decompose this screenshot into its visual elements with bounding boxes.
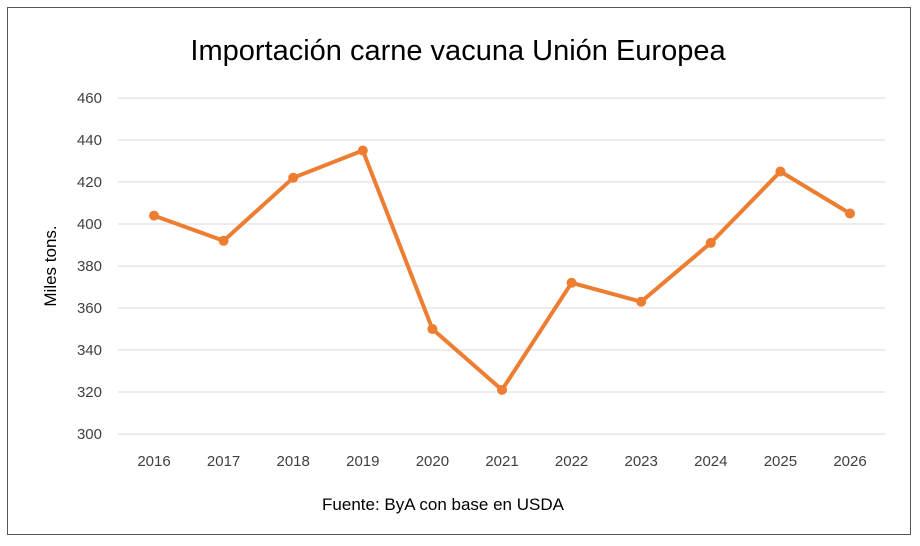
data-point xyxy=(705,237,716,248)
y-tick-label: 320 xyxy=(77,384,102,401)
x-tick-label: 2022 xyxy=(555,453,588,470)
chart-title: Importación carne vacuna Unión Europea xyxy=(190,35,726,67)
chart-frame xyxy=(7,7,911,535)
y-tick-label: 440 xyxy=(77,132,102,149)
data-point xyxy=(427,324,438,334)
y-tick-label: 400 xyxy=(77,216,102,233)
y-tick-label: 340 xyxy=(77,342,102,359)
data-point xyxy=(566,277,577,288)
x-tick-label: 2024 xyxy=(694,453,727,470)
data-point xyxy=(775,166,786,177)
x-tick-label: 2019 xyxy=(346,453,379,470)
x-tick-label: 2017 xyxy=(207,453,240,470)
data-point xyxy=(636,296,647,307)
data-point xyxy=(149,210,159,221)
y-tick-label: 420 xyxy=(77,174,102,191)
series-line xyxy=(153,148,852,392)
data-point xyxy=(497,384,507,395)
x-tick-label: 2018 xyxy=(277,453,310,470)
y-tick-label: 360 xyxy=(77,300,102,317)
y-axis-label: Miles tons. xyxy=(41,225,60,306)
y-tick-label: 300 xyxy=(77,426,102,443)
data-point xyxy=(845,208,855,219)
x-tick-label: 2016 xyxy=(137,453,170,470)
x-tick-label: 2023 xyxy=(625,453,658,470)
source-note: Fuente: ByA con base en USDA xyxy=(322,495,565,514)
data-point xyxy=(288,172,299,183)
x-tick-label: 2020 xyxy=(416,453,449,470)
data-point xyxy=(218,235,229,246)
x-tick-label: 2026 xyxy=(833,453,866,470)
x-tick-label: 2025 xyxy=(764,453,797,470)
y-tick-label: 380 xyxy=(77,258,102,275)
y-tick-label: 460 xyxy=(77,90,102,107)
data-point xyxy=(357,145,368,156)
x-tick-label: 2021 xyxy=(485,453,518,470)
